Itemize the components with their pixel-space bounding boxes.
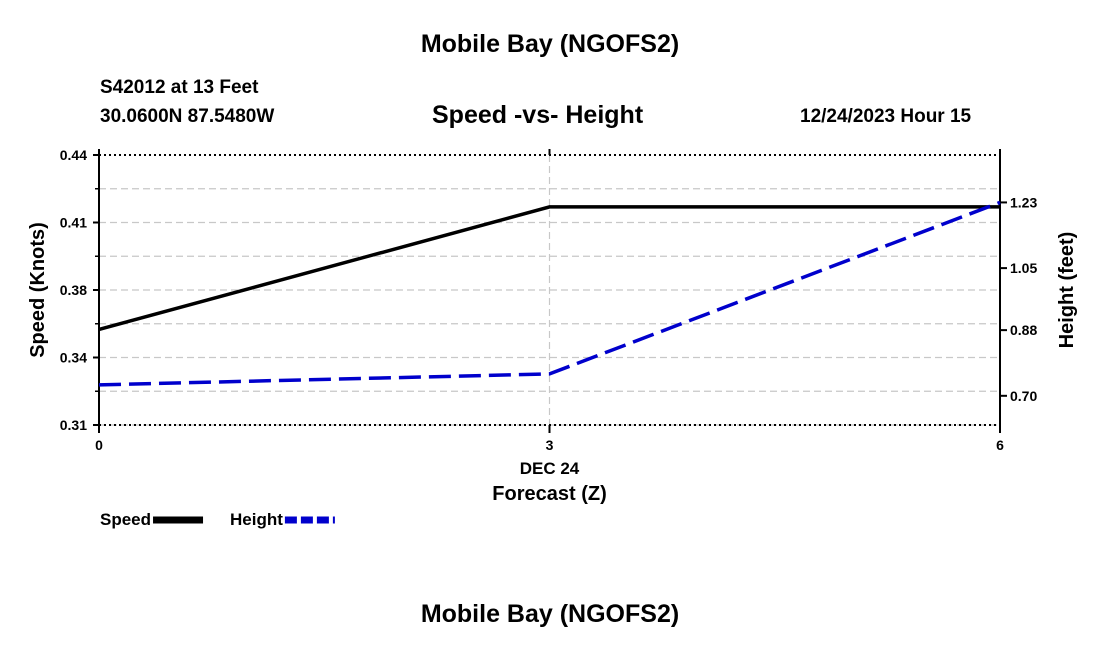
x-axis-title: Forecast (Z) [492,483,606,505]
grid-layer [99,155,1000,426]
forecast-datetime: 12/24/2023 Hour 15 [800,106,972,127]
x-tick-label: 3 [546,437,554,453]
right-tick-label: 0.88 [1010,322,1037,338]
label-layer: 0.31 0.34 0.38 0.41 0.44 0.70 0.88 1.05 1.23 0 3 6 D… [27,147,1078,505]
series-layer [98,200,1001,387]
right-axis-title: Height (feet) [1056,232,1078,349]
station-coordinates: 30.0600N 87.5480W [100,106,275,127]
right-tick-label: 0.70 [1010,388,1037,404]
footer-title: Mobile Bay (NGOFS2) [420,600,680,628]
x-tick-label: 0 [95,437,103,453]
right-tick-label: 1.23 [1010,194,1037,210]
legend-layer: Speed Height [100,510,335,529]
left-tick-label: 0.38 [60,282,87,298]
x-axis-date-label: DEC 24 [520,459,580,478]
legend-label-height: Height [230,510,283,529]
chart-main-title: Mobile Bay (NGOFS2) [420,30,680,58]
left-axis-title: Speed (Knots) [27,222,49,358]
left-tick-label: 0.44 [60,147,87,163]
station-label: S42012 at 13 Feet [100,77,259,98]
chart-subtitle: Speed -vs- Height [432,101,644,129]
left-tick-label: 0.34 [60,350,87,366]
legend-label-speed: Speed [100,510,151,529]
left-tick-label: 0.31 [60,417,87,433]
x-tick-label: 6 [996,437,1004,453]
axis-layer [93,149,1007,433]
left-tick-label: 0.41 [60,215,87,231]
right-tick-label: 1.05 [1010,260,1037,276]
